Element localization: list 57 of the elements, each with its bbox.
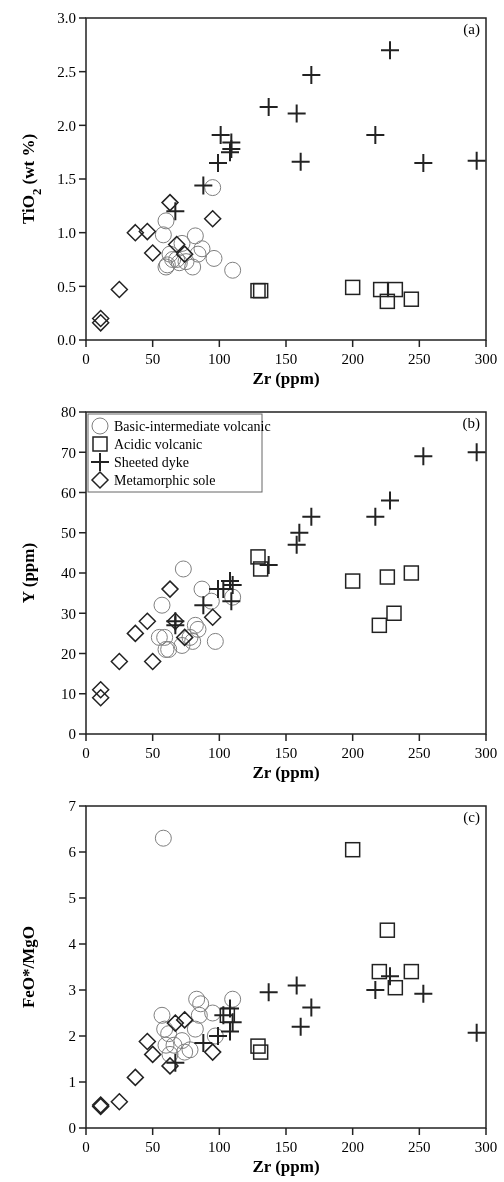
x-tick-label: 100 <box>208 1139 231 1155</box>
y-tick-label: 6 <box>68 844 77 861</box>
x-tick-label: 300 <box>474 351 498 367</box>
x-tick-label: 150 <box>274 1139 298 1155</box>
x-tick-label: 0 <box>82 1139 90 1155</box>
y-tick-label: 2.0 <box>57 117 76 134</box>
x-axis-title: Zr (ppm) <box>252 369 320 388</box>
y-tick-label: 0 <box>68 726 76 743</box>
y-tick-label: 1 <box>68 1074 76 1091</box>
y-tick-label: 4 <box>68 936 77 953</box>
x-tick-label: 200 <box>341 745 364 761</box>
y-tick-label: 40 <box>61 565 76 582</box>
y-tick-label: 2.5 <box>57 63 76 80</box>
x-tick-label: 250 <box>408 1139 431 1155</box>
x-axis-title: Zr (ppm) <box>252 1157 320 1176</box>
x-tick-label: 300 <box>474 745 498 761</box>
x-tick-label: 200 <box>341 1139 364 1155</box>
x-tick-label: 50 <box>145 351 161 367</box>
x-tick-label: 250 <box>408 351 431 367</box>
y-tick-label: 80 <box>61 404 76 421</box>
y-tick-label: 7 <box>68 798 77 815</box>
y-axis-title: Y (ppm) <box>19 542 38 604</box>
y-tick-label: 0 <box>68 1120 76 1137</box>
y-tick-label: 0.0 <box>57 332 76 349</box>
y-tick-label: 60 <box>61 484 76 501</box>
y-tick-label: 2 <box>68 1028 76 1045</box>
x-tick-label: 50 <box>145 1139 161 1155</box>
legend-label: Metamorphic sole <box>114 472 216 488</box>
x-tick-label: 200 <box>341 351 364 367</box>
x-tick-label: 250 <box>408 745 431 761</box>
y-tick-label: 1.0 <box>57 224 76 241</box>
y-tick-label: 10 <box>61 686 76 702</box>
x-tick-label: 0 <box>82 745 90 761</box>
y-tick-label: 5 <box>68 890 76 907</box>
legend-label: Acidic volcanic <box>114 436 203 452</box>
x-tick-label: 0 <box>82 351 90 367</box>
y-tick-label: 3 <box>68 982 76 999</box>
annotation: (a) <box>463 21 480 38</box>
y-axis-title: FeO*/MgO <box>19 925 38 1009</box>
y-tick-label: 50 <box>61 525 76 541</box>
y-tick-label: 0.5 <box>57 278 76 295</box>
annotation: (c) <box>463 809 480 826</box>
x-tick-label: 100 <box>208 745 231 761</box>
y-tick-label: 30 <box>61 605 76 622</box>
legend-label: Sheeted dyke <box>114 454 190 470</box>
x-tick-label: 100 <box>208 351 231 367</box>
y-tick-label: 70 <box>61 444 76 461</box>
x-tick-label: 50 <box>145 745 161 761</box>
x-axis-title: Zr (ppm) <box>252 763 320 782</box>
x-tick-label: 300 <box>474 1139 498 1155</box>
legend-label: Basic-intermediate volcanic <box>114 418 271 434</box>
x-tick-label: 150 <box>274 351 298 367</box>
y-tick-label: 20 <box>61 645 76 662</box>
x-tick-label: 150 <box>274 745 298 761</box>
annotation: (b) <box>462 415 480 432</box>
y-tick-label: 3.0 <box>57 10 76 27</box>
y-tick-label: 1.5 <box>57 171 76 188</box>
